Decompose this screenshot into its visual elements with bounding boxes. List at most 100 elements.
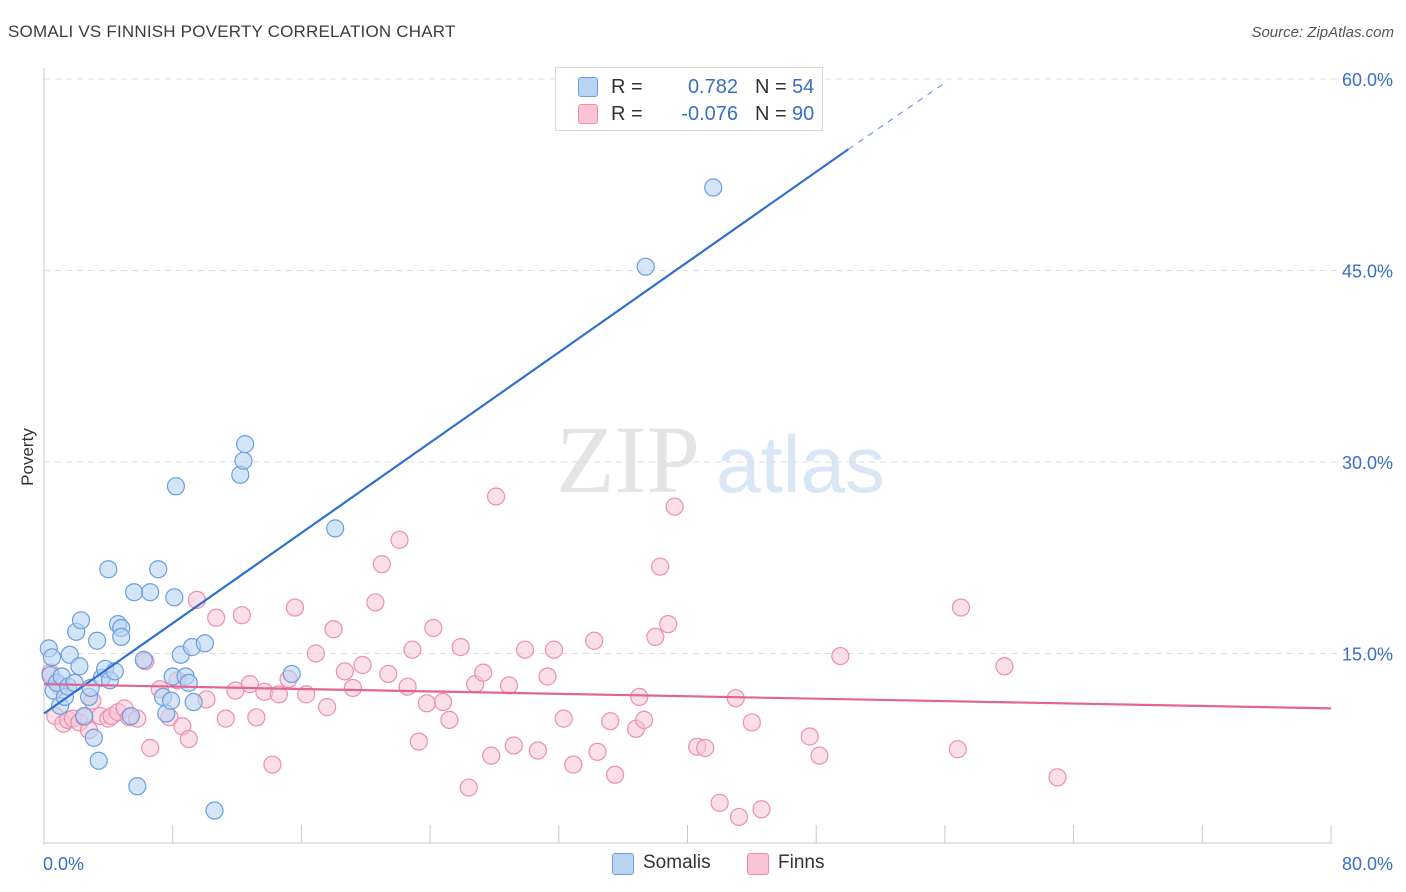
x-tick-labels: 0.0% 80.0%: [43, 854, 1393, 874]
finn-point: [459, 778, 478, 797]
finn-point: [544, 640, 564, 659]
somali-point: [282, 664, 301, 684]
somali-point: [166, 477, 186, 496]
somali-point: [75, 706, 94, 726]
finn-swatch: [578, 104, 598, 124]
finn-point: [948, 740, 967, 759]
source-label: Source: ZipAtlas.com: [1251, 24, 1394, 41]
finn-point: [710, 793, 729, 812]
somali-trend-line: [43, 148, 850, 715]
somali-point: [124, 583, 144, 602]
somali-point: [87, 631, 107, 650]
y-tick-label: 45.0%: [1342, 262, 1393, 282]
finn-point: [585, 631, 604, 650]
finn-point: [800, 727, 819, 746]
finn-point: [318, 698, 337, 717]
somali-swatch: [578, 77, 598, 97]
finn-point: [665, 497, 684, 516]
finn-point: [335, 662, 354, 681]
somali-n-label: N =: [755, 76, 787, 98]
somali-point: [112, 627, 131, 647]
somali-point: [128, 777, 147, 796]
somali-point: [134, 650, 153, 669]
x-tick-label: 0.0%: [43, 854, 84, 874]
finn-point: [207, 608, 226, 627]
y-tick-labels: 15.0% 30.0% 45.0% 60.0%: [1342, 70, 1393, 665]
finn-point: [515, 640, 535, 659]
somalis-legend-swatch: [612, 853, 634, 875]
gridlines: [44, 78, 1394, 654]
finn-point: [372, 555, 391, 574]
finn-point: [285, 598, 305, 617]
finn-point: [324, 620, 343, 639]
finn-point: [141, 738, 160, 758]
somali-point: [195, 634, 214, 653]
finn-point: [528, 741, 547, 760]
somali-point: [141, 583, 160, 602]
watermark-zip: ZIP: [556, 406, 700, 513]
finn-point: [179, 729, 198, 749]
finn-point: [564, 755, 583, 774]
finn-point: [995, 657, 1014, 676]
finn-point: [474, 663, 493, 682]
somali-n-value: 54: [792, 76, 815, 98]
somali-point: [71, 611, 91, 630]
y-tick-label: 30.0%: [1342, 453, 1393, 473]
x-tick-label: 80.0%: [1342, 854, 1393, 874]
finn-point: [646, 627, 665, 647]
y-axis-label: Poverty: [18, 428, 37, 486]
somali-point: [161, 691, 181, 710]
finn-point: [831, 646, 850, 666]
finn-points: [41, 487, 1067, 827]
finn-point: [247, 708, 266, 727]
finn-point: [232, 606, 251, 625]
finn-point: [554, 709, 573, 728]
somalis-legend-label: Somalis: [643, 852, 711, 873]
finn-point: [696, 738, 715, 758]
finn-point: [606, 765, 625, 784]
finn-r-value: -0.076: [681, 103, 738, 125]
somali-point: [149, 560, 168, 579]
finn-point: [269, 685, 288, 704]
finn-point: [538, 667, 557, 686]
finn-point: [366, 593, 385, 612]
finn-point: [659, 615, 678, 634]
finn-point: [499, 676, 519, 695]
chart-title: SOMALI VS FINNISH POVERTY CORRELATION CH…: [8, 22, 456, 41]
finn-point: [752, 800, 771, 819]
somali-point: [105, 662, 124, 681]
somali-trend-extension: [848, 82, 946, 150]
finns-legend-swatch: [747, 853, 769, 875]
somali-point: [89, 751, 108, 770]
somali-point: [70, 657, 89, 676]
somali-point: [704, 178, 723, 197]
trend-lines: [43, 82, 1332, 715]
somali-point: [184, 692, 203, 712]
finn-point: [634, 710, 654, 729]
somali-points: [39, 178, 723, 820]
somali-r-value: 0.782: [687, 76, 738, 98]
finn-point: [482, 746, 501, 765]
finn-point: [810, 746, 829, 765]
finn-point: [409, 732, 428, 751]
finns-legend-label: Finns: [778, 852, 825, 873]
finn-point: [440, 710, 459, 729]
somali-point: [165, 588, 184, 607]
finn-point: [417, 694, 436, 713]
finn-trend-line: [43, 683, 1332, 710]
watermark-atlas: atlas: [716, 420, 885, 509]
finn-point: [630, 687, 649, 707]
finn-point: [353, 655, 372, 675]
finn-point: [390, 530, 409, 549]
finn-point: [379, 664, 398, 684]
somali-point: [326, 519, 345, 538]
finn-point: [1048, 768, 1067, 787]
finn-point: [601, 712, 620, 731]
finn-point: [263, 755, 282, 774]
somali-point: [235, 435, 255, 454]
somali-point: [42, 648, 62, 667]
somali-point: [84, 728, 103, 747]
finn-point: [486, 487, 506, 506]
somali-point: [234, 451, 253, 470]
